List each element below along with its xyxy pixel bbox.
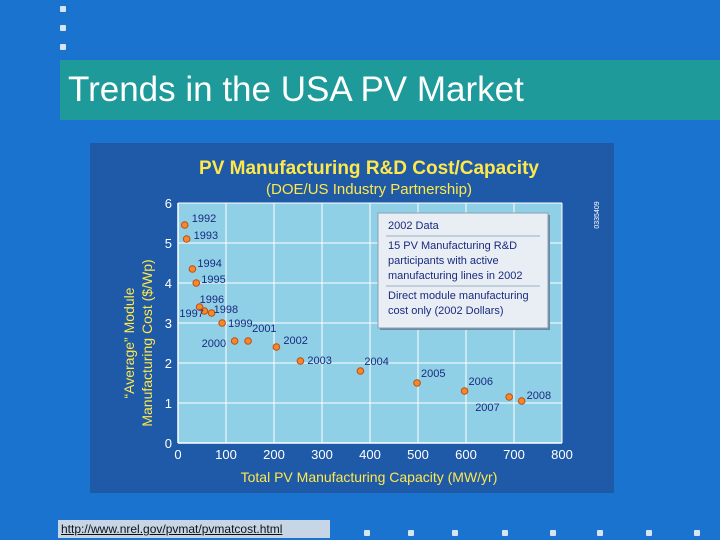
- bullet-icon: [646, 530, 652, 536]
- data-point: [296, 357, 305, 365]
- data-point-label: 1993: [194, 230, 218, 242]
- data-point-label: 1998: [214, 304, 238, 316]
- y-tick-label: 0: [165, 436, 172, 451]
- data-point: [356, 367, 365, 375]
- y-tick-label: 6: [165, 196, 172, 211]
- data-point: [192, 279, 201, 287]
- data-point: [182, 235, 191, 243]
- annotation-line: participants with active: [388, 255, 499, 267]
- bullet-icon: [364, 530, 370, 536]
- data-point-label: 1994: [197, 258, 221, 270]
- data-point: [413, 379, 421, 387]
- y-tick-label: 2: [165, 356, 172, 371]
- x-tick-label: 300: [311, 447, 333, 462]
- data-point-label: 1999: [228, 318, 252, 330]
- y-tick-label: 1: [165, 396, 172, 411]
- data-point-label: 2000: [202, 338, 226, 350]
- data-point-label: 1996: [200, 294, 224, 306]
- source-link[interactable]: http://www.nrel.gov/pvmat/pvmatcost.html: [58, 520, 330, 538]
- bullet-icon: [60, 6, 66, 12]
- data-point: [200, 307, 209, 315]
- annotation-box: [377, 212, 549, 329]
- x-tick-label: 800: [551, 447, 573, 462]
- y-tick-label: 3: [165, 316, 172, 331]
- annotation-line: manufacturing lines in 2002: [388, 270, 523, 282]
- y-axis-title-line2: Manufacturing Cost ($/Wp): [139, 259, 155, 426]
- bullet-icon: [60, 44, 66, 50]
- x-tick-label: 0: [174, 447, 181, 462]
- plot-area: 0 100 200 300 400 500 600 700 800 0 1 2 3 4 5 6 1992 1993…: [165, 196, 573, 462]
- data-point: [460, 387, 469, 395]
- x-tick-label: 100: [215, 447, 237, 462]
- slide-title: Trends in the USA PV Market: [68, 70, 524, 109]
- data-point-label: 2007: [475, 402, 499, 414]
- annotation-line: Direct module manufacturing: [388, 290, 529, 302]
- y-tick-label: 4: [165, 276, 172, 291]
- chart-subtitle: (DOE/US Industry Partnership): [266, 181, 472, 198]
- bullet-icon: [502, 530, 508, 536]
- y-tick-label: 5: [165, 236, 172, 251]
- y-axis-title-line1: “Average” Module: [121, 287, 137, 398]
- bullet-icon: [550, 530, 556, 536]
- data-point: [207, 309, 216, 317]
- annotation-line: cost only (2002 Dollars): [388, 305, 504, 317]
- annotation-line: 2002 Data: [388, 220, 440, 232]
- footer-bullets: [0, 528, 720, 538]
- data-point: [505, 393, 514, 401]
- data-point-label: 1997: [179, 308, 203, 320]
- data-point-label: 1992: [192, 213, 216, 225]
- annotation-line: 15 PV Manufacturing R&D: [388, 240, 517, 252]
- data-point: [272, 343, 281, 351]
- data-point: [195, 303, 204, 311]
- data-point: [180, 221, 189, 229]
- cost-capacity-chart: PV Manufacturing R&D Cost/Capacity (DOE/…: [121, 158, 601, 485]
- x-tick-label: 500: [407, 447, 429, 462]
- data-point-label: 1995: [201, 274, 225, 286]
- data-point: [244, 337, 252, 345]
- data-point-label: 2008: [527, 390, 551, 402]
- data-point: [218, 319, 226, 327]
- data-point-label: 2002: [283, 335, 307, 347]
- data-point-label: 2004: [364, 356, 388, 368]
- x-tick-label: 200: [263, 447, 285, 462]
- data-point: [517, 397, 526, 405]
- x-tick-label: 400: [359, 447, 381, 462]
- x-tick-label: 600: [455, 447, 477, 462]
- data-point-label: 2006: [469, 376, 493, 388]
- data-point: [230, 337, 239, 345]
- chart-panel: PV Manufacturing R&D Cost/Capacity (DOE/…: [90, 143, 614, 493]
- data-point-label: 2003: [307, 355, 331, 367]
- x-tick-label: 700: [503, 447, 525, 462]
- title-bar: Trends in the USA PV Market: [60, 60, 720, 120]
- bullet-icon: [597, 530, 603, 536]
- data-point-label: 2005: [421, 368, 445, 380]
- bullet-icon: [408, 530, 414, 536]
- bullet-icon: [694, 530, 700, 536]
- bullet-icon: [60, 25, 66, 31]
- data-point-label: 2001: [252, 323, 276, 335]
- data-point: [188, 265, 197, 273]
- chart-title: PV Manufacturing R&D Cost/Capacity: [199, 158, 539, 179]
- side-code: 0335409: [594, 201, 601, 228]
- x-axis-title: Total PV Manufacturing Capacity (MW/yr): [241, 469, 498, 485]
- bullet-icon: [452, 530, 458, 536]
